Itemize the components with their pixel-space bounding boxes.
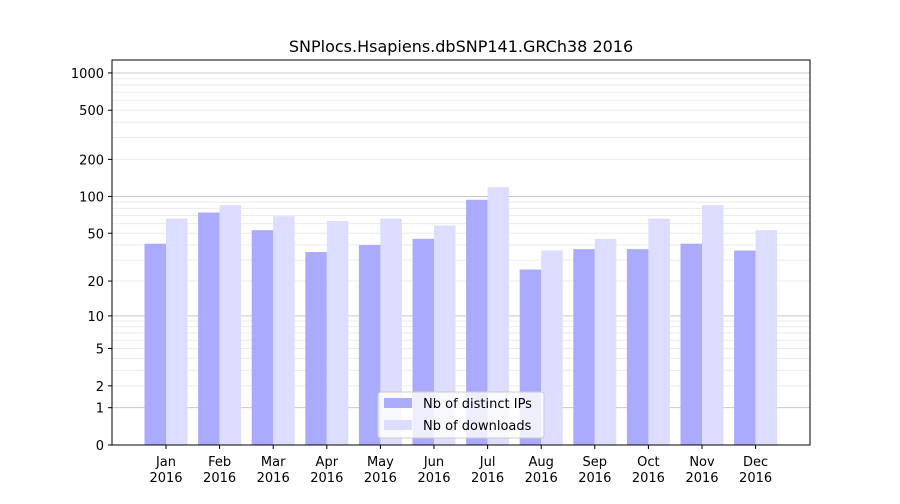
y-tick-label: 2 <box>96 380 104 395</box>
bar-distinct-ips <box>251 230 274 445</box>
x-tick-label: Jan 2016 <box>149 455 182 486</box>
y-tick-label: 100 <box>79 190 104 205</box>
legend-swatch <box>384 398 412 408</box>
bar-distinct-ips <box>198 212 220 445</box>
bar-downloads <box>219 205 242 445</box>
x-tick-label: Aug 2016 <box>525 455 558 486</box>
y-tick-label: 500 <box>79 104 104 119</box>
bar-distinct-ips <box>573 249 595 445</box>
y-tick-label: 0 <box>96 439 104 454</box>
bar-downloads <box>541 250 563 445</box>
x-tick-label: Jun 2016 <box>417 455 450 486</box>
bar-distinct-ips <box>144 243 166 445</box>
legend-swatch <box>384 420 412 430</box>
x-tick-label: Apr 2016 <box>310 455 343 486</box>
x-tick-label: Jul 2016 <box>471 455 504 486</box>
bar-downloads <box>594 238 617 445</box>
legend: Nb of distinct IPs Nb of downloads <box>377 391 545 439</box>
bar-downloads <box>487 187 510 445</box>
x-tick-label: Dec 2016 <box>739 455 772 486</box>
bar-downloads <box>702 205 724 445</box>
bar-downloads <box>380 218 402 445</box>
bar-distinct-ips <box>626 249 649 445</box>
chart-title: SNPlocs.Hsapiens.dbSNP141.GRCh38 2016 <box>289 37 633 56</box>
bar-downloads <box>326 221 349 445</box>
bar-downloads <box>755 230 778 445</box>
bar-downloads <box>434 225 456 445</box>
y-tick-label: 1000 <box>71 67 104 82</box>
plot-frame <box>111 59 811 446</box>
x-tick-label: Oct 2016 <box>632 455 665 486</box>
y-tick-label: 50 <box>87 227 104 242</box>
y-tick-label: 5 <box>96 343 104 358</box>
bar-distinct-ips <box>466 199 488 445</box>
bar-distinct-ips <box>734 250 756 445</box>
y-tick-label: 20 <box>87 275 104 290</box>
bar-distinct-ips <box>680 243 702 445</box>
legend-box <box>377 391 545 439</box>
y-tick-label: 200 <box>79 153 104 168</box>
legend-label: Nb of distinct IPs <box>423 397 532 412</box>
y-tick-label: 10 <box>87 310 104 325</box>
x-tick-label: Nov 2016 <box>685 455 718 486</box>
x-tick-label: Feb 2016 <box>203 455 236 486</box>
bar-downloads <box>648 218 670 445</box>
x-tick-label: May 2016 <box>364 455 397 486</box>
bar-downloads <box>273 216 295 445</box>
x-tick-label: Mar 2016 <box>257 455 290 486</box>
bar-downloads <box>166 218 188 445</box>
legend-label: Nb of downloads <box>423 419 532 434</box>
bar-distinct-ips <box>358 245 381 445</box>
y-tick-label: 1 <box>96 402 104 417</box>
bar-distinct-ips <box>305 252 327 445</box>
x-tick-label: Sep 2016 <box>578 455 611 486</box>
